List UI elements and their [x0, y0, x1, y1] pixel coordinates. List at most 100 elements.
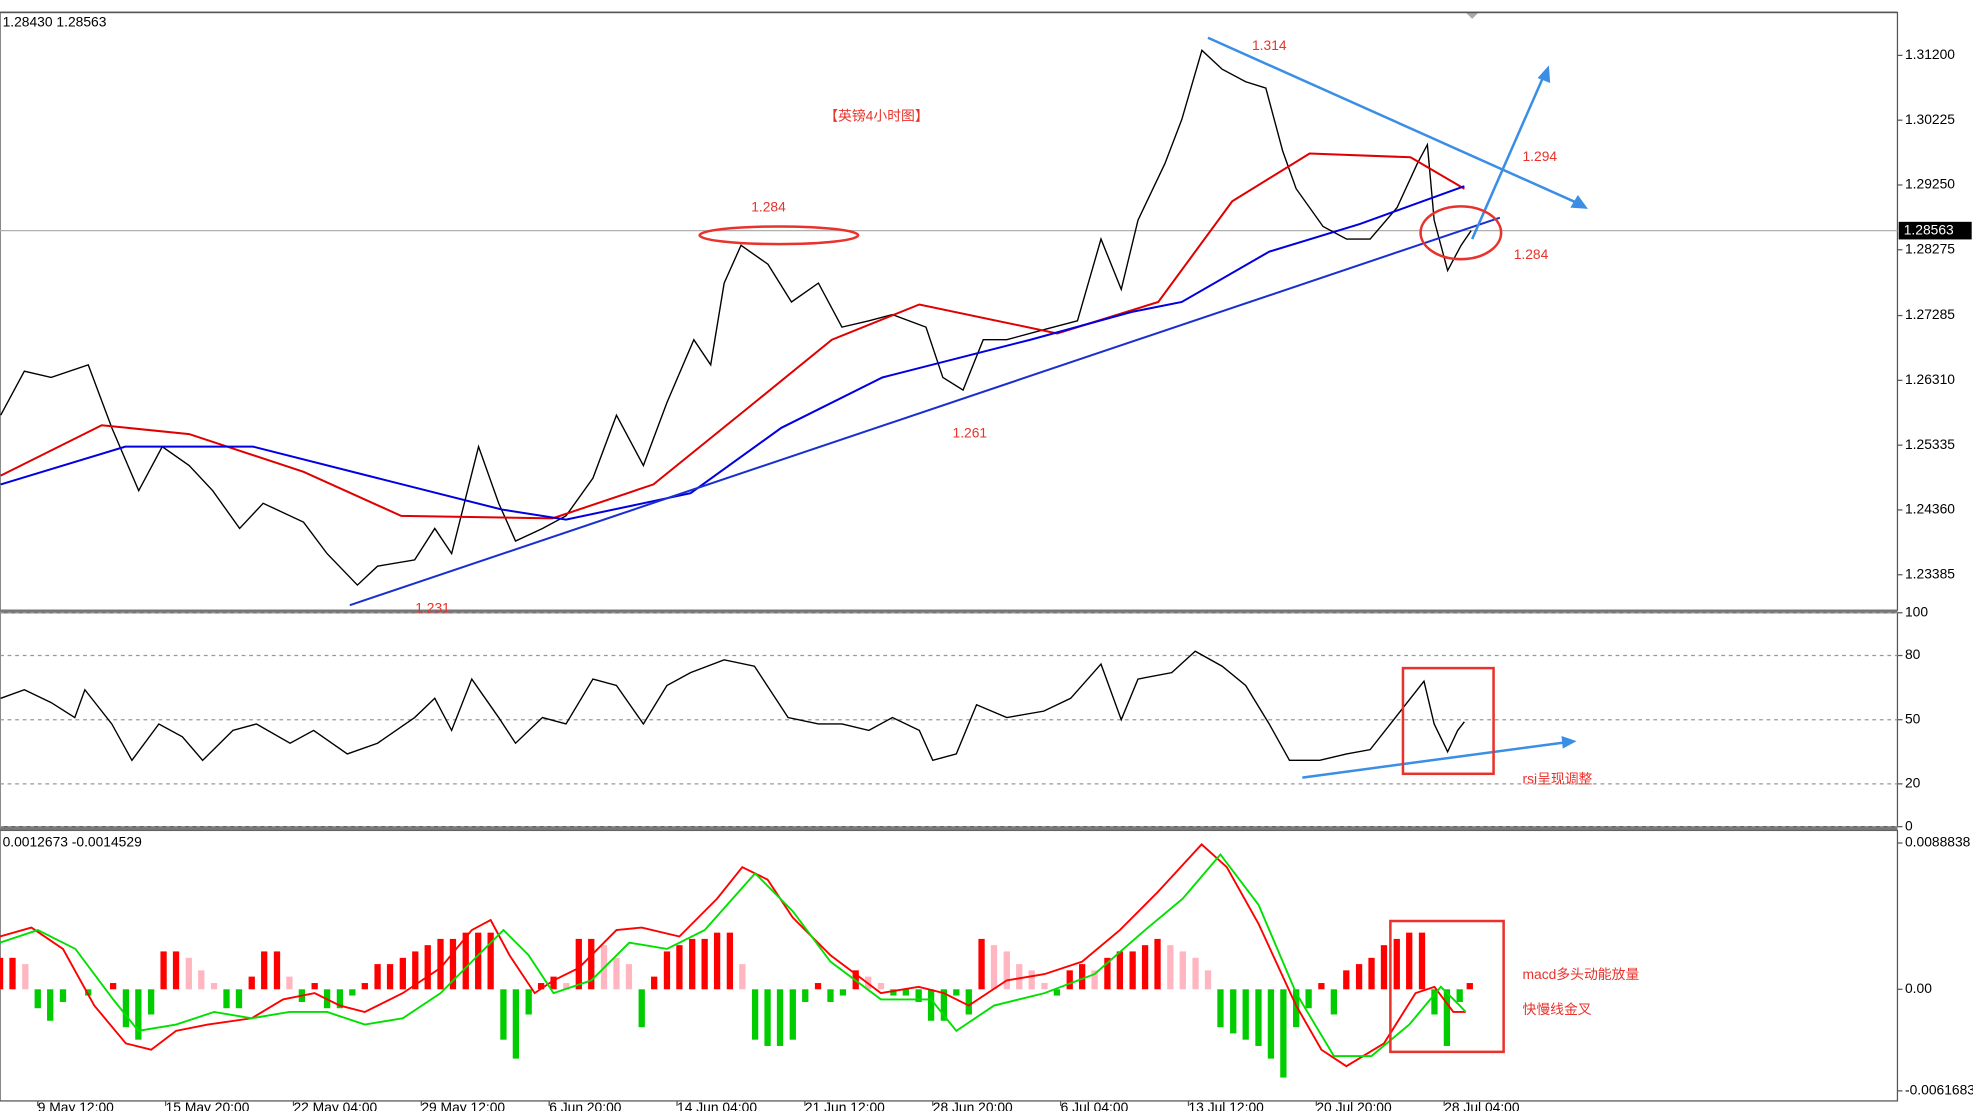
histogram-bar	[1028, 970, 1035, 990]
histogram-bar	[210, 983, 218, 990]
histogram-bar	[1456, 989, 1463, 1002]
histogram-bar	[877, 983, 885, 990]
highlight-ellipse	[698, 225, 860, 246]
histogram-bar	[475, 932, 482, 990]
y-tick-label: 0	[1905, 817, 1913, 833]
histogram-bar	[953, 989, 960, 996]
histogram-bar	[1293, 989, 1300, 1028]
y-tick-label: 100	[1905, 603, 1928, 619]
histogram-bar	[751, 989, 759, 1040]
annotation: 1.231	[415, 600, 450, 616]
y-tick-label: 1.28275	[1905, 240, 1955, 256]
y-tick-label: 80	[1905, 646, 1921, 662]
histogram-bar	[1305, 989, 1312, 1009]
x-tick-label: 6 Jun 20:00	[549, 1099, 622, 1111]
histogram-bar	[789, 989, 796, 1040]
histogram-bar	[122, 989, 130, 1028]
histogram-bar	[248, 976, 255, 990]
histogram-bar	[185, 957, 192, 990]
y-tick-label: 1.27285	[1905, 306, 1955, 322]
y-tick-label: 0.00	[1905, 980, 1932, 996]
plot-layer: 1.31200 1.30225 1.29250 1.28275 1.27285 1.263…	[0, 46, 1973, 1111]
signal-line	[0, 852, 1467, 1057]
annotation: 1.261	[953, 425, 988, 441]
histogram-bar	[311, 983, 318, 990]
y-tick-label: 1.23385	[1905, 565, 1955, 581]
y-tick-label: 1.26310	[1905, 371, 1955, 387]
price-line	[0, 650, 1465, 762]
annotation-drawings	[349, 36, 1588, 1054]
histogram-bar	[1016, 964, 1023, 990]
arrow-head	[1537, 65, 1551, 84]
y-tick-label: 0.0088838	[1905, 834, 1971, 850]
histogram-bar	[827, 989, 834, 1002]
histogram-bar	[1141, 945, 1149, 990]
histogram-bar	[1418, 932, 1426, 990]
x-tick-label: 14 Jun 04:00	[677, 1099, 757, 1111]
y-tick-label: 20	[1905, 775, 1921, 791]
histogram-bar	[726, 932, 734, 990]
annotation: 1.314	[1252, 37, 1287, 53]
histogram-bar	[1242, 989, 1249, 1040]
histogram-bar	[713, 932, 721, 990]
histogram-bar	[261, 951, 268, 990]
histogram-bar	[525, 989, 532, 1015]
macd-header: 0.0012673 -0.0014529	[3, 834, 142, 850]
histogram-bar	[1355, 964, 1363, 990]
histogram-bar	[22, 964, 29, 990]
support-trendline	[349, 216, 1501, 607]
histogram-bar	[412, 951, 419, 990]
histogram-bar	[575, 938, 582, 990]
histogram-bar	[223, 989, 230, 1009]
histogram-bar	[902, 989, 909, 996]
histogram-bar	[172, 951, 180, 990]
histogram-bar	[1330, 989, 1337, 1015]
histogram-bar	[59, 989, 67, 1002]
histogram-bar	[1116, 951, 1123, 990]
histogram-bar	[1053, 989, 1061, 996]
resistance-trendline	[1207, 36, 1580, 205]
histogram-bar	[349, 989, 356, 996]
annotation: 1.284	[1514, 246, 1549, 262]
annotation: 1.284	[751, 198, 786, 214]
histogram-bar	[1041, 983, 1048, 990]
current-price-label: 1.28563	[1904, 221, 1954, 237]
y-tick-label: 1.24360	[1905, 501, 1955, 517]
annotation: 快慢线金叉	[1522, 1001, 1591, 1017]
histogram-bar	[563, 983, 570, 990]
highlight-ellipse	[1419, 205, 1503, 261]
histogram-bar	[1104, 957, 1111, 990]
histogram-bar	[198, 970, 205, 990]
histogram-bar	[1431, 989, 1438, 1015]
histogram-bar	[147, 989, 155, 1015]
histogram-bar	[1079, 964, 1086, 990]
histogram-bar	[361, 983, 368, 990]
histogram-bar	[85, 989, 92, 996]
x-tick-label: 21 Jun 12:00	[805, 1099, 885, 1111]
histogram-bar	[1091, 970, 1098, 990]
histogram-bar	[839, 989, 847, 996]
x-tick-label: 28 Jul 04:00	[1444, 1099, 1520, 1111]
histogram-bar	[273, 951, 281, 990]
rsi-trendline	[1302, 741, 1566, 779]
histogram-bar	[424, 945, 431, 990]
y-tick-label: 50	[1905, 710, 1921, 726]
price-header: 1.28430 1.28563	[3, 13, 107, 29]
x-tick-label: 15 May 20:00	[166, 1099, 250, 1111]
histogram-bar	[1343, 970, 1350, 990]
histogram-bar	[965, 989, 972, 1015]
highlight-box	[1401, 666, 1495, 776]
histogram-bar	[588, 938, 595, 990]
histogram-bar	[1167, 945, 1174, 990]
histogram-bar	[1066, 970, 1073, 990]
histogram-bar	[776, 989, 784, 1046]
histogram-bar	[1393, 938, 1400, 990]
annotation: 【英镑4小时图】	[824, 108, 928, 124]
x-tick-label: 20 Jul 20:00	[1316, 1099, 1392, 1111]
histogram-bar	[109, 983, 117, 990]
histogram-bar	[676, 945, 683, 990]
histogram-bar	[1406, 932, 1413, 990]
histogram-bar	[638, 989, 645, 1028]
arrow-head	[1561, 736, 1577, 749]
